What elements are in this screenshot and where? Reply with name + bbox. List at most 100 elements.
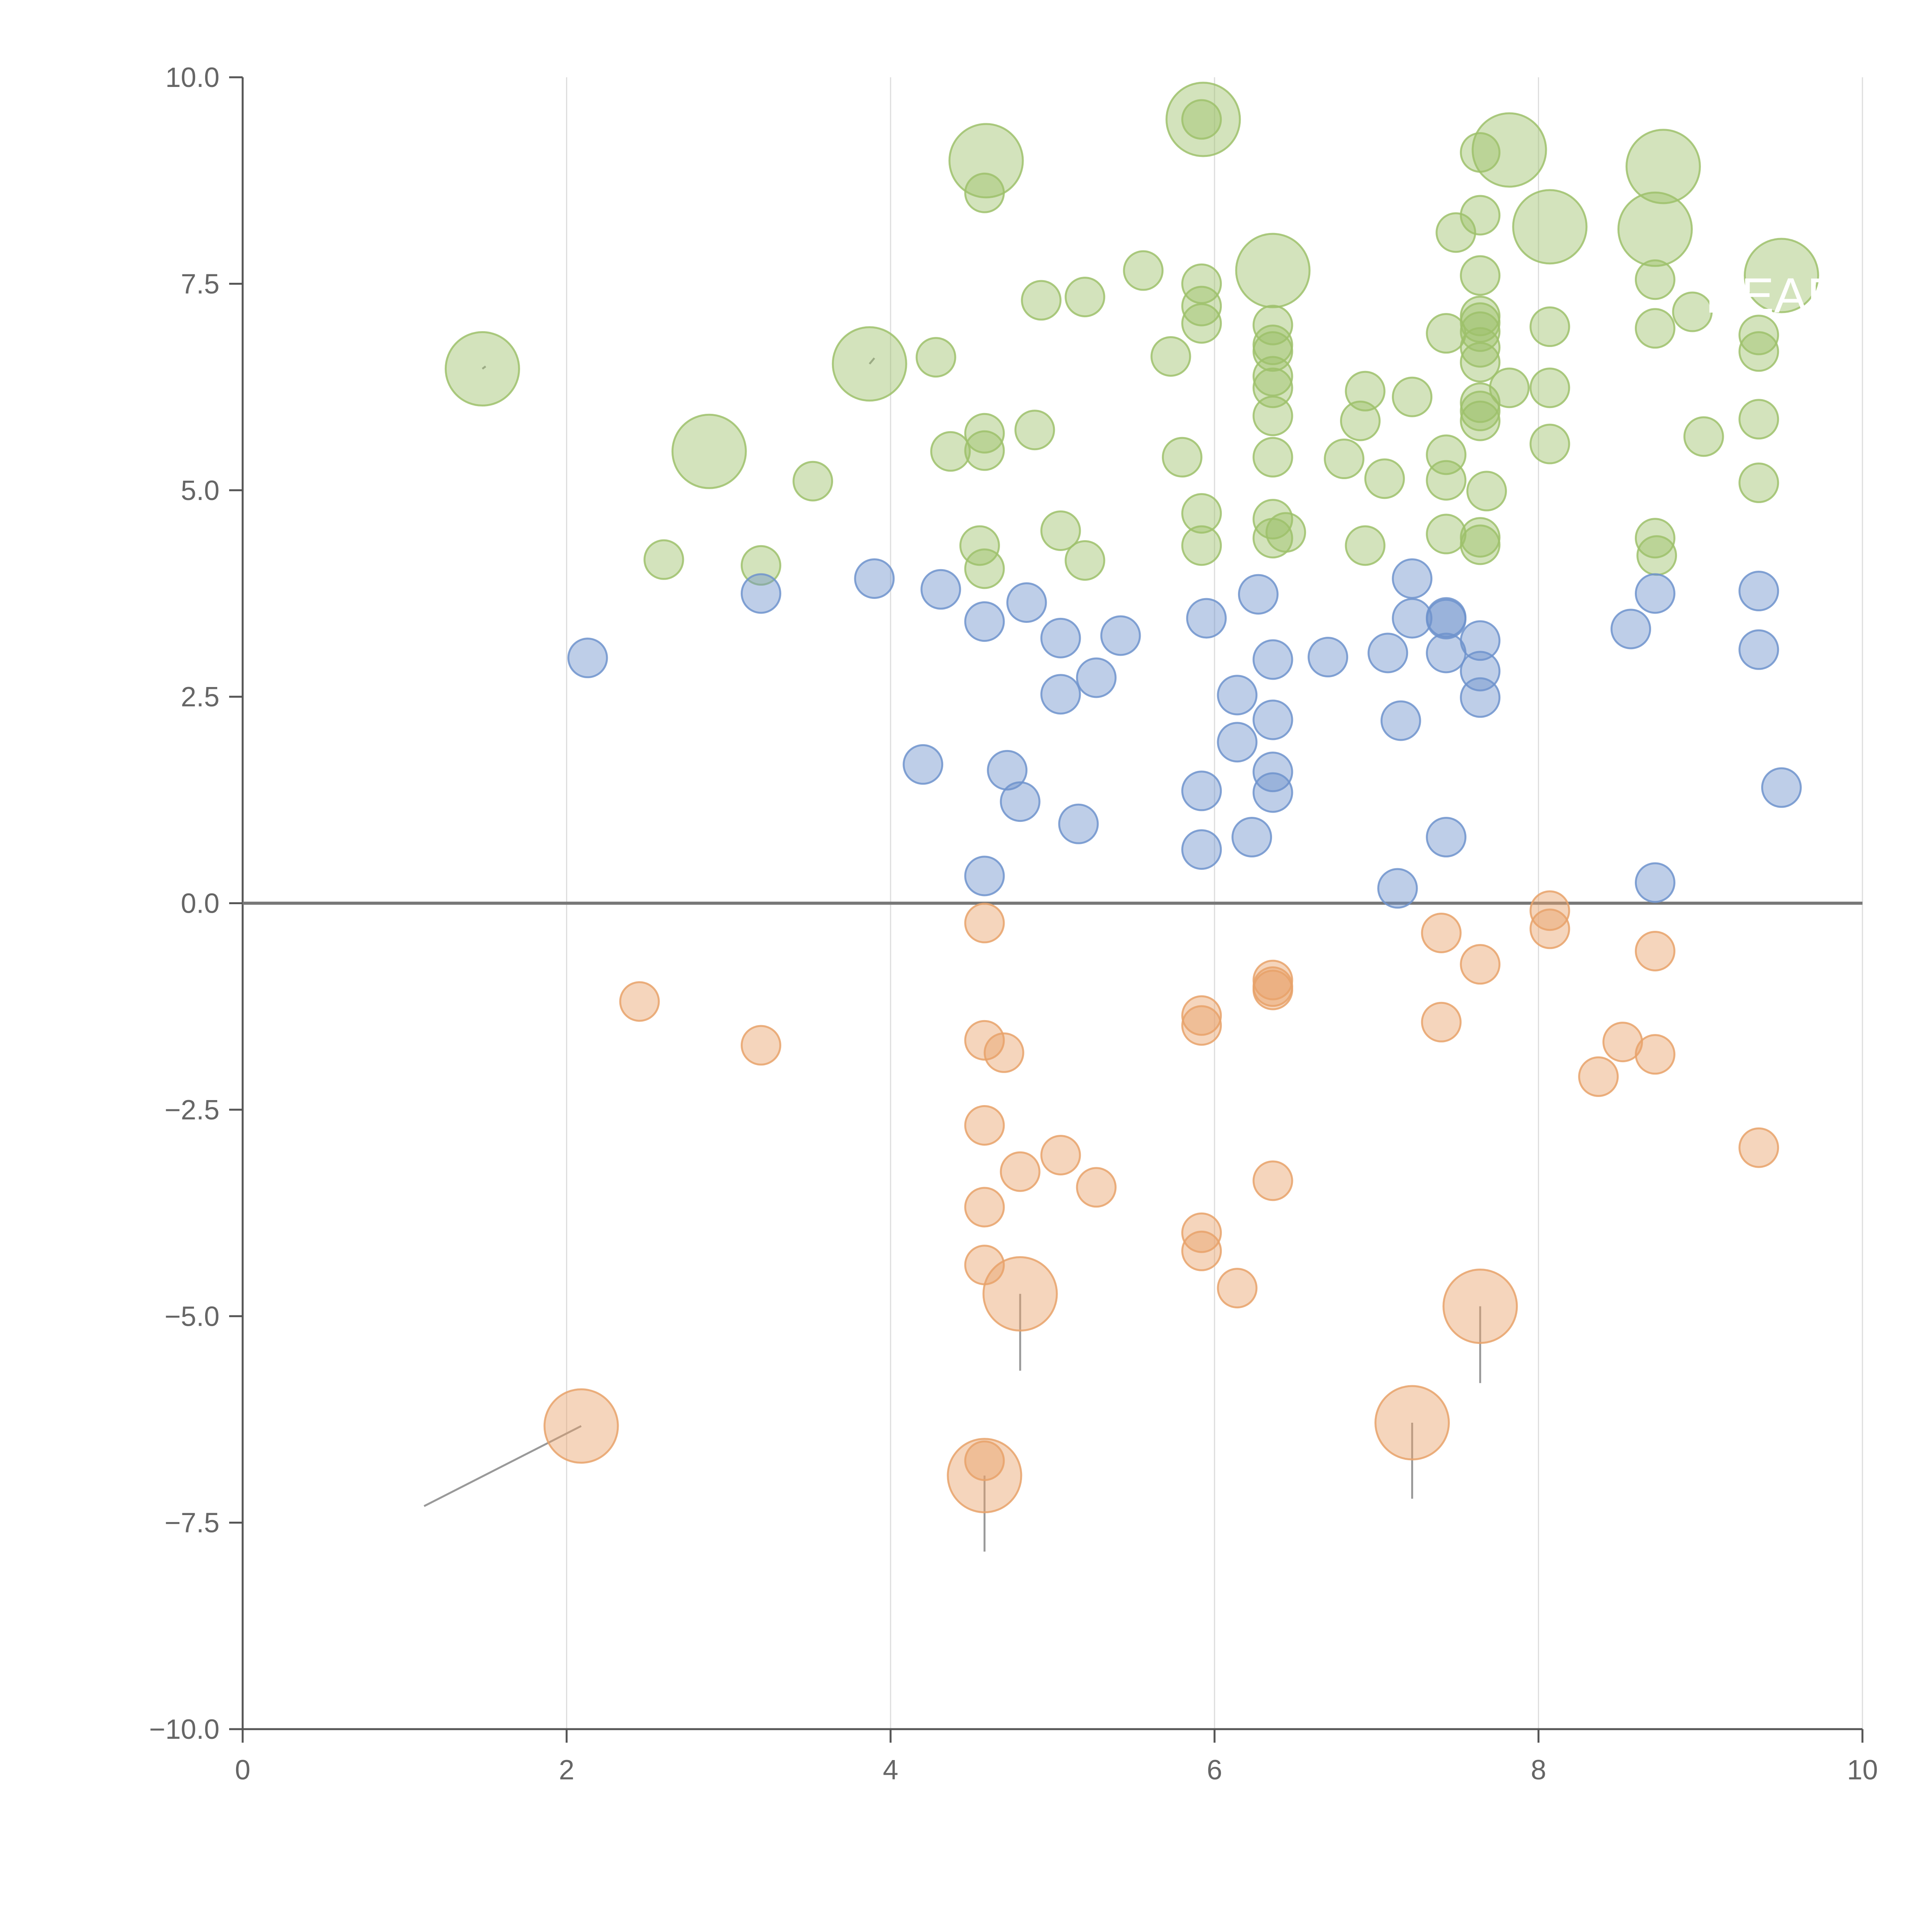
orange-point-7 bbox=[964, 903, 1005, 944]
green-point-76 bbox=[1634, 308, 1675, 349]
green-point-22 bbox=[1021, 280, 1062, 321]
green-point-5 bbox=[1235, 233, 1311, 308]
green-point-81 bbox=[1738, 399, 1779, 440]
blue-point-19 bbox=[1217, 722, 1258, 763]
green-point-74 bbox=[1634, 518, 1675, 559]
blue-point-16 bbox=[1181, 770, 1222, 811]
green-point-27 bbox=[1150, 336, 1191, 377]
orange-point-12 bbox=[1040, 1134, 1081, 1175]
orange-point-28 bbox=[1460, 944, 1501, 985]
green-point-66 bbox=[1460, 255, 1501, 296]
green-point-50 bbox=[1392, 376, 1433, 417]
orange-point-26 bbox=[1421, 912, 1462, 953]
green-point-71 bbox=[1529, 423, 1570, 464]
blue-point-27 bbox=[1367, 633, 1408, 673]
green-point-7 bbox=[1512, 189, 1588, 265]
green-point-1 bbox=[671, 413, 747, 489]
green-point-31 bbox=[1181, 303, 1222, 344]
orange-point-5 bbox=[619, 981, 660, 1022]
green-point-63 bbox=[1460, 311, 1501, 352]
orange-point-19 bbox=[1181, 1212, 1222, 1253]
green-point-57 bbox=[1460, 517, 1501, 558]
orange-point-20 bbox=[1181, 1230, 1222, 1271]
blue-point-24 bbox=[1252, 752, 1293, 793]
blue-point-20 bbox=[1231, 817, 1272, 857]
blue-point-7 bbox=[987, 750, 1028, 791]
green-point-10 bbox=[1743, 238, 1819, 313]
green-point-62 bbox=[1460, 327, 1501, 368]
blue-point-18 bbox=[1217, 675, 1258, 716]
green-point-82 bbox=[1738, 331, 1779, 372]
blue-point-44 bbox=[1761, 767, 1802, 808]
green-point-45 bbox=[1324, 439, 1365, 480]
green-point-18 bbox=[964, 430, 1005, 471]
orange-point-3 bbox=[1374, 1385, 1450, 1461]
green-point-47 bbox=[1345, 371, 1386, 412]
green-point-72 bbox=[1529, 367, 1570, 408]
orange-point-15 bbox=[964, 1245, 1005, 1286]
blue-point-42 bbox=[1738, 571, 1779, 612]
blue-point-41 bbox=[1634, 862, 1675, 903]
blue-point-5 bbox=[964, 601, 1005, 642]
green-point-68 bbox=[1460, 132, 1501, 173]
blue-point-11 bbox=[1040, 674, 1081, 715]
blue-point-9 bbox=[1006, 582, 1047, 623]
green-point-54 bbox=[1426, 313, 1467, 354]
blue-point-8 bbox=[1000, 781, 1041, 822]
orange-point-4 bbox=[1442, 1269, 1518, 1344]
blue-point-38 bbox=[1460, 677, 1501, 718]
green-point-77 bbox=[1634, 259, 1675, 300]
x-tick-label-2: 4 bbox=[883, 1755, 898, 1786]
blue-point-25 bbox=[1252, 772, 1293, 813]
green-point-52 bbox=[1426, 460, 1467, 501]
green-point-46 bbox=[1340, 400, 1381, 441]
orange-point-6 bbox=[740, 1025, 781, 1066]
green-point-80 bbox=[1738, 463, 1779, 503]
orange-point-18 bbox=[1181, 1005, 1222, 1046]
green-point-12 bbox=[740, 545, 781, 586]
blue-point-14 bbox=[1100, 615, 1141, 656]
green-point-8 bbox=[1625, 129, 1701, 204]
green-point-2 bbox=[832, 326, 907, 402]
blue-point-13 bbox=[1076, 657, 1117, 698]
green-point-44 bbox=[1265, 512, 1306, 553]
blue-point-12 bbox=[1058, 803, 1099, 844]
x-tick-label-1: 2 bbox=[559, 1755, 574, 1786]
green-point-39 bbox=[1252, 367, 1293, 408]
orange-point-11 bbox=[1000, 1151, 1041, 1192]
blue-point-36 bbox=[1460, 620, 1501, 661]
x-tick-label-3: 6 bbox=[1207, 1755, 1222, 1786]
green-point-49 bbox=[1364, 458, 1405, 499]
y-tick-label-7: 7.5 bbox=[181, 269, 219, 299]
y-tick-label-0: −10.0 bbox=[149, 1714, 219, 1745]
blue-point-1 bbox=[740, 573, 781, 614]
blue-point-43 bbox=[1738, 629, 1779, 670]
orange-point-32 bbox=[1602, 1022, 1643, 1063]
orange-point-17 bbox=[1181, 995, 1222, 1036]
green-point-65 bbox=[1460, 296, 1501, 337]
green-point-83 bbox=[1738, 315, 1779, 355]
green-point-37 bbox=[1252, 437, 1293, 478]
annotation-labels: NEAR bbox=[1705, 268, 1843, 323]
orange-point-10 bbox=[964, 1105, 1005, 1146]
blue-point-35 bbox=[1426, 817, 1467, 857]
green-point-14 bbox=[915, 337, 956, 378]
orange-point-27 bbox=[1421, 1002, 1462, 1043]
green-point-26 bbox=[1123, 250, 1164, 291]
green-point-29 bbox=[1181, 525, 1222, 566]
blue-point-22 bbox=[1252, 639, 1293, 680]
x-tick-label-5: 10 bbox=[1847, 1755, 1878, 1786]
y-tick-label-4: 0.0 bbox=[181, 888, 219, 919]
y-tick-label-8: 10.0 bbox=[165, 62, 219, 93]
orange-point-31 bbox=[1578, 1056, 1619, 1097]
y-tick-label-1: −7.5 bbox=[165, 1508, 219, 1539]
y-tick-label-5: 2.5 bbox=[181, 682, 219, 713]
blue-point-30 bbox=[1392, 558, 1433, 599]
blue-point-31 bbox=[1377, 868, 1418, 909]
orange-point-13 bbox=[1076, 1167, 1117, 1208]
green-point-59 bbox=[1460, 391, 1501, 432]
green-point-19 bbox=[964, 413, 1005, 454]
green-point-69 bbox=[1466, 471, 1507, 512]
